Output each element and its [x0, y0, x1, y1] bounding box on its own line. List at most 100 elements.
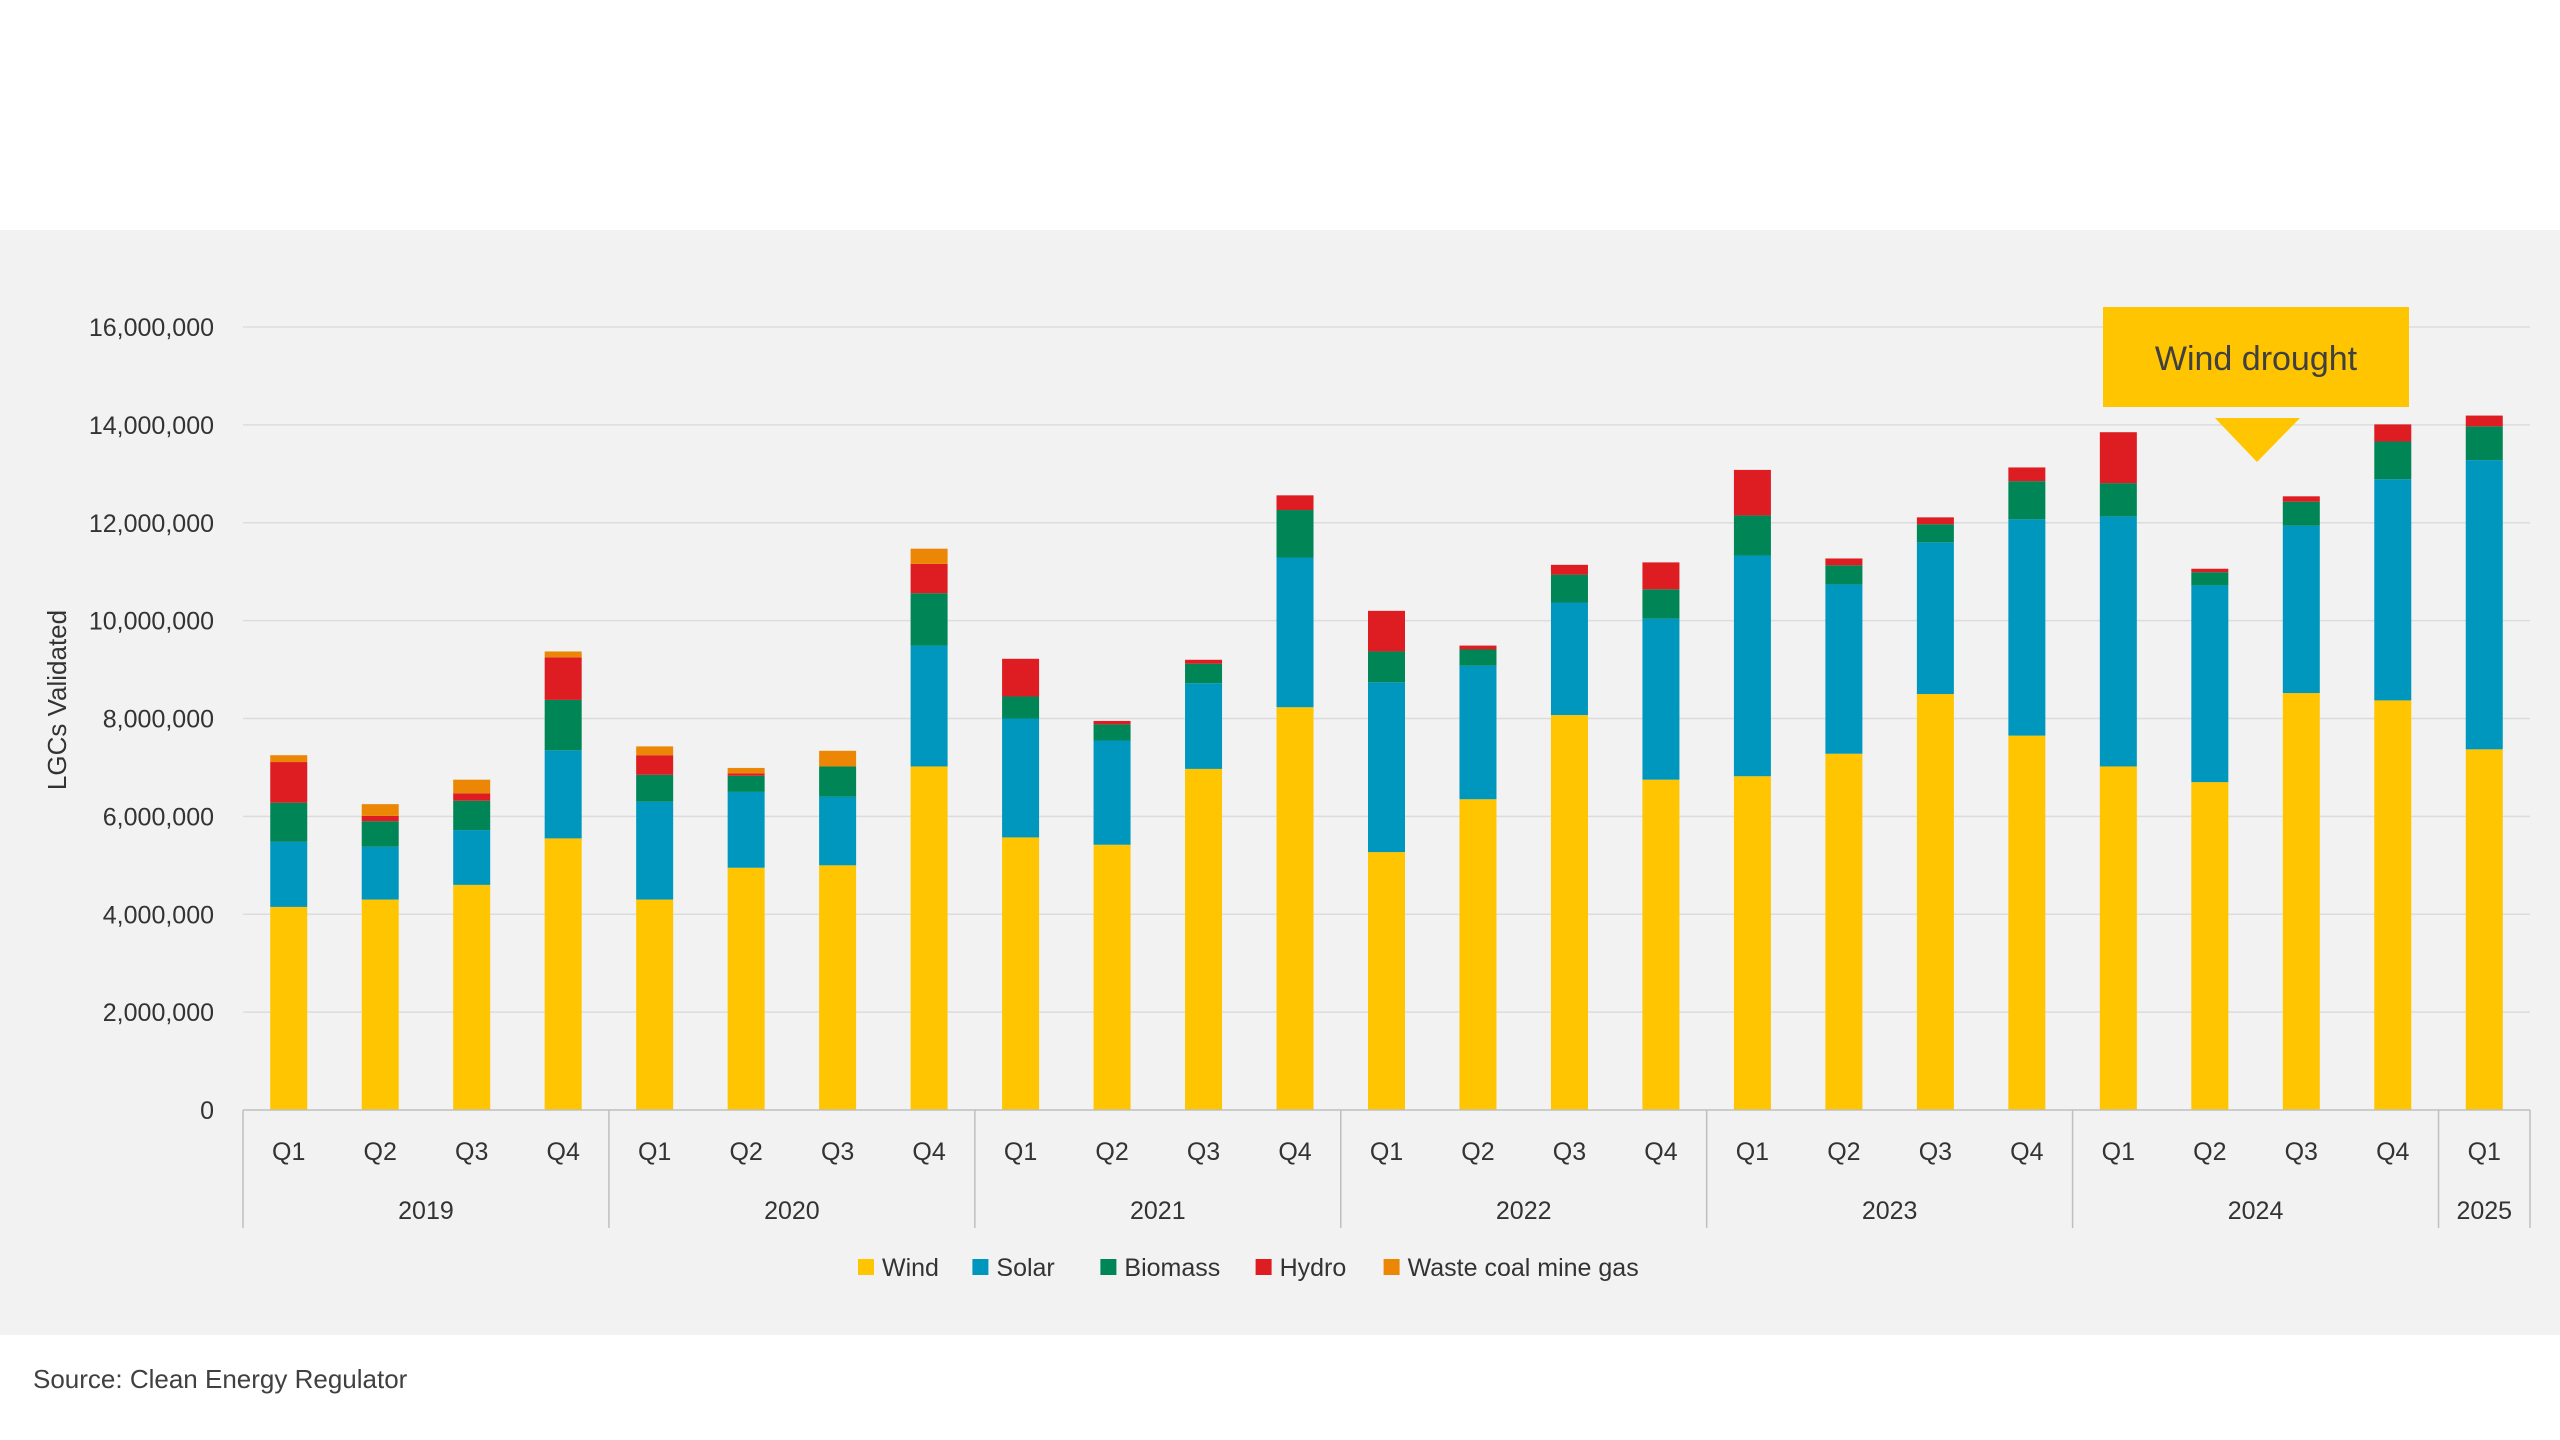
bar-biomass — [2008, 481, 2046, 520]
bar-wind — [2099, 766, 2137, 1110]
bar-biomass — [1093, 724, 1131, 741]
x-tick-label: Q4 — [1278, 1138, 1311, 1166]
bar-solar — [636, 801, 674, 900]
bar-wind — [1093, 844, 1131, 1110]
x-tick-label: Q2 — [1827, 1138, 1860, 1166]
bar-wind — [819, 865, 857, 1110]
year-label: 2023 — [1862, 1197, 1918, 1225]
legend-swatch — [1383, 1259, 1400, 1275]
bar-hydro — [910, 563, 948, 594]
bar-waste-coal-mine-gas — [727, 767, 765, 774]
bar-hydro — [453, 793, 491, 801]
bar-wind — [1825, 753, 1863, 1110]
bar-hydro — [544, 657, 582, 700]
bar-hydro — [1276, 495, 1314, 511]
callout-arrow — [2215, 418, 2300, 462]
legend-label: Solar — [996, 1254, 1054, 1282]
y-axis-title: LGCs Validated — [42, 610, 72, 790]
bar-solar — [1825, 584, 1863, 754]
bar-wind — [1459, 799, 1497, 1110]
x-tick-label: Q4 — [547, 1138, 580, 1166]
bar-hydro — [2191, 568, 2229, 573]
bar-hydro — [1550, 564, 1588, 575]
x-tick-label: Q4 — [2010, 1138, 2043, 1166]
y-tick-label: 8,000,000 — [103, 706, 214, 734]
bar-biomass — [910, 593, 948, 646]
x-tick-label: Q2 — [364, 1138, 397, 1166]
bar-solar — [1642, 618, 1680, 780]
x-tick-label: Q4 — [1644, 1138, 1677, 1166]
bar-hydro — [727, 773, 765, 776]
legend-label: Wind — [882, 1254, 939, 1282]
year-label: 2022 — [1496, 1197, 1552, 1225]
x-tick-label: Q3 — [1919, 1138, 1952, 1166]
bar-waste-coal-mine-gas — [636, 746, 674, 756]
bar-biomass — [819, 766, 857, 797]
bar-hydro — [1002, 658, 1040, 697]
x-tick-label: Q1 — [638, 1138, 671, 1166]
x-tick-label: Q2 — [729, 1138, 762, 1166]
bar-wind — [1550, 715, 1588, 1110]
bar-solar — [1276, 557, 1314, 708]
source-note: Source: Clean Energy Regulator — [33, 1364, 408, 1394]
bar-waste-coal-mine-gas — [910, 548, 948, 564]
x-tick-label: Q1 — [2102, 1138, 2135, 1166]
y-tick-label: 6,000,000 — [103, 803, 214, 831]
bar-waste-coal-mine-gas — [544, 651, 582, 658]
bar-solar — [453, 830, 491, 885]
legend-label: Waste coal mine gas — [1408, 1254, 1639, 1282]
bar-solar — [1368, 682, 1405, 853]
x-tick-label: Q3 — [1187, 1138, 1220, 1166]
x-tick-label: Q1 — [1370, 1138, 1403, 1166]
bar-hydro — [636, 755, 674, 775]
bar-biomass — [2374, 441, 2412, 480]
x-tick-label: Q1 — [1004, 1138, 1037, 1166]
bar-wind — [2282, 693, 2320, 1110]
bar-biomass — [2465, 426, 2503, 461]
x-tick-label: Q2 — [2193, 1138, 2226, 1166]
x-tick-label: Q3 — [821, 1138, 854, 1166]
legend-label: Hydro — [1280, 1254, 1347, 1282]
bar-solar — [819, 796, 857, 866]
x-tick-label: Q3 — [1553, 1138, 1586, 1166]
bar-wind — [1733, 776, 1771, 1110]
bar-solar — [1733, 555, 1771, 777]
bar-hydro — [1368, 610, 1405, 652]
bar-wind — [1642, 779, 1680, 1110]
legend-swatch — [1255, 1259, 1272, 1275]
bar-solar — [270, 841, 308, 907]
bar-hydro — [2282, 496, 2320, 502]
bar-biomass — [361, 821, 399, 847]
bar-biomass — [1368, 651, 1405, 683]
bar-biomass — [453, 800, 491, 831]
year-label: 2021 — [1130, 1197, 1186, 1225]
bar-solar — [2008, 519, 2046, 736]
bar-solar — [1550, 602, 1588, 716]
bar-biomass — [1825, 565, 1863, 585]
bar-hydro — [1916, 517, 1954, 525]
bar-hydro — [1459, 645, 1497, 650]
legend-swatch — [972, 1259, 989, 1275]
callout-text: Wind drought — [2155, 340, 2358, 378]
bar-wind — [453, 884, 491, 1110]
y-axis-ticks: 0 2,000,000 4,000,000 6,000,000 8,000,000 10,… — [89, 314, 214, 1125]
bar-solar — [727, 791, 765, 868]
y-tick-label: 10,000,000 — [89, 608, 214, 636]
bar-biomass — [1276, 510, 1314, 558]
bar-biomass — [1550, 574, 1588, 603]
bar-wind — [1916, 694, 1954, 1110]
bar-biomass — [2099, 483, 2137, 517]
bar-wind — [361, 899, 399, 1110]
bar-hydro — [2465, 415, 2503, 427]
callout-box — [2103, 307, 2409, 407]
bar-biomass — [2282, 501, 2320, 526]
bar-wind — [2191, 782, 2229, 1110]
bar-solar — [1185, 683, 1223, 769]
bar-hydro — [2008, 467, 2046, 482]
bar-wind — [544, 838, 582, 1110]
bar-solar — [2191, 585, 2229, 783]
bar-hydro — [2099, 432, 2137, 484]
bar-hydro — [270, 762, 308, 803]
year-label: 2025 — [2456, 1197, 2512, 1225]
bar-biomass — [1002, 696, 1040, 719]
